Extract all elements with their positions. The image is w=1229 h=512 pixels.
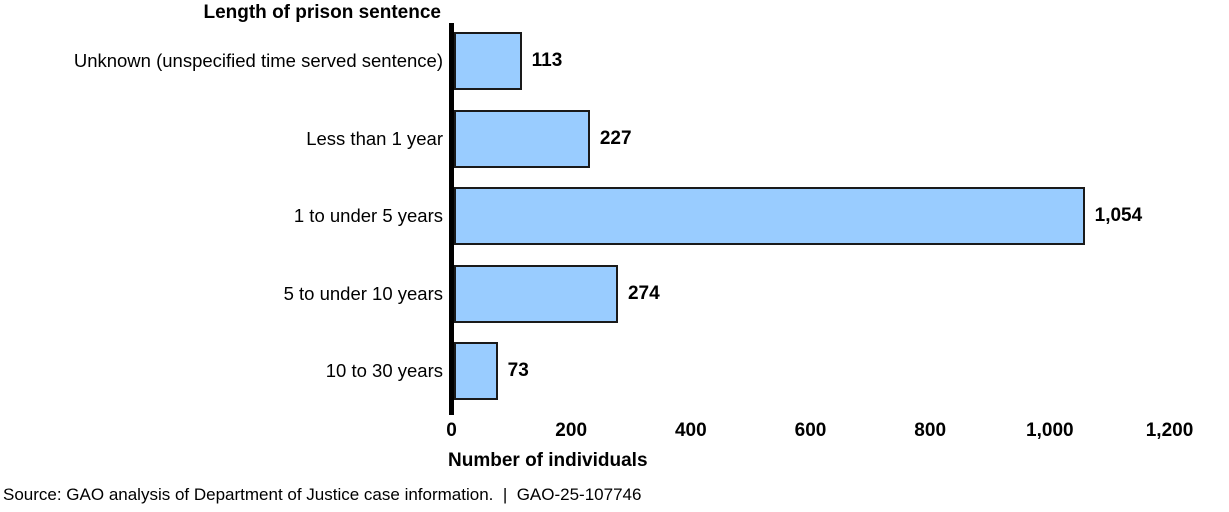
- x-tick-label: 0: [446, 420, 457, 441]
- y-axis-line: [449, 23, 454, 415]
- category-label: Less than 1 year: [306, 127, 443, 149]
- category-label: Unknown (unspecified time served sentenc…: [73, 50, 443, 71]
- value-label: 274: [627, 282, 660, 304]
- value-label: 113: [531, 50, 563, 71]
- x-tick-label: 1,200: [1145, 420, 1194, 441]
- category-label: 10 to 30 years: [325, 360, 443, 381]
- x-tick-label: 600: [794, 420, 827, 441]
- source-note: Source: GAO analysis of Department of Ju…: [3, 485, 642, 504]
- bar: [454, 32, 522, 90]
- bar: [454, 264, 618, 323]
- x-tick-label: 800: [914, 420, 947, 441]
- category-label: 5 to under 10 years: [283, 282, 443, 304]
- x-tick-label: 1,000: [1026, 420, 1074, 441]
- category-label: 1 to under 5 years: [293, 205, 443, 226]
- x-tick-label: 200: [555, 420, 588, 441]
- bar: [454, 109, 590, 168]
- chart-title: Length of prison sentence: [203, 2, 441, 23]
- bar: [454, 342, 498, 400]
- value-label: 227: [599, 127, 632, 149]
- value-label: 1,054: [1094, 205, 1143, 226]
- value-label: 73: [507, 360, 529, 381]
- bar: [454, 187, 1085, 245]
- x-axis-label: Number of individuals: [448, 450, 648, 471]
- x-tick-label: 400: [674, 420, 707, 441]
